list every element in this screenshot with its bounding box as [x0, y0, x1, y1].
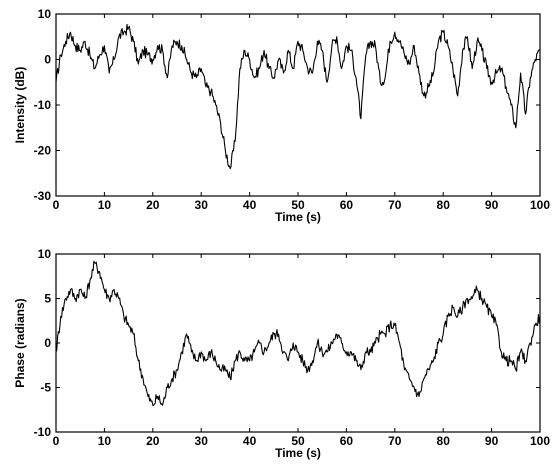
panel-1-y-tick-label: 10 [38, 7, 52, 21]
panel-2-series-line [55, 260, 541, 406]
panel-2-x-tick-label: 50 [291, 434, 305, 448]
panel-2-y-tick-label: -5 [40, 381, 51, 395]
panel-2-x-tick-label: 10 [98, 434, 112, 448]
panel-2-y-tick-label: 0 [44, 336, 51, 350]
panel-2-x-tick-label: 70 [388, 434, 402, 448]
panel-2-xlabel: Time (s) [275, 446, 321, 460]
panel-1-x-tick-label: 80 [437, 198, 451, 212]
panel-2-x-tick-label: 30 [195, 434, 209, 448]
panel-2-y-tick-label: -10 [34, 425, 52, 439]
panel-1-x-tick-label: 50 [291, 198, 305, 212]
panel-2-ylabel: Phase (radians) [13, 298, 27, 387]
panel-2-x-tick-label: 0 [53, 434, 60, 448]
panel-2-x-tick-label: 20 [146, 434, 160, 448]
panel-1-x-tick-label: 0 [53, 198, 60, 212]
panel-1-y-tick-label: -30 [34, 189, 52, 203]
panel-2-frame [55, 253, 541, 433]
panel-2-x-tick-label: 90 [485, 434, 499, 448]
panel-2-x-tick-label: 100 [530, 434, 550, 448]
panel-1-x-tick-label: 10 [98, 198, 112, 212]
panel-1-x-tick-label: 100 [530, 198, 550, 212]
panel-1-series-line [55, 23, 541, 170]
panel-1-y-tick-label: -10 [34, 98, 52, 112]
panel-2-x-tick-label: 80 [437, 434, 451, 448]
panel-1-x-tick-label: 40 [243, 198, 257, 212]
panel-1-ylabel: Intensity (dB) [13, 67, 27, 144]
panel-2-x-tick-label: 60 [340, 434, 354, 448]
panel-1-x-tick-label: 90 [485, 198, 499, 212]
panel-2-y-tick-label: 5 [44, 292, 51, 306]
panel-1-y-tick-label: 0 [44, 53, 51, 67]
panel-1-x-tick-label: 70 [388, 198, 402, 212]
panel-2-y-tick-label: 10 [38, 247, 52, 261]
panel-1-x-tick-label: 20 [146, 198, 160, 212]
panel-1-x-tick-label: 60 [340, 198, 354, 212]
panel-1-x-tick-label: 30 [195, 198, 209, 212]
panel-1-y-tick-label: -20 [34, 144, 52, 158]
panel-1-xlabel: Time (s) [275, 210, 321, 224]
panel-2-x-tick-label: 40 [243, 434, 257, 448]
